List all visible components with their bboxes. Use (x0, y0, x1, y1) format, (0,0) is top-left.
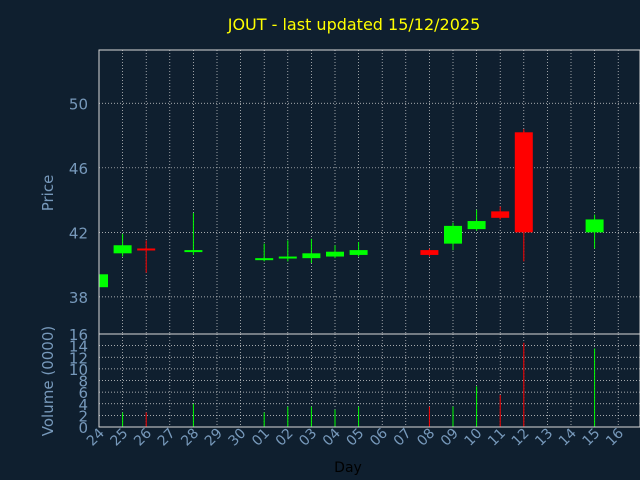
candle-body (113, 245, 132, 254)
chart-title: JOUT - last updated 15/12/2025 (227, 15, 481, 34)
candle-body (444, 225, 462, 244)
volume-tick-label: 16 (69, 326, 88, 344)
candle-body (255, 258, 274, 261)
price-tick-label: 42 (69, 224, 88, 242)
price-tick-label: 50 (69, 95, 88, 113)
price-grid (99, 50, 640, 334)
x-axis-label: Day (334, 460, 362, 476)
price-tick-label: 38 (69, 289, 88, 307)
candle-body (491, 211, 510, 218)
volume-tick-label: 6 (78, 384, 88, 402)
candle-body (184, 250, 203, 253)
candle-body (278, 256, 297, 259)
candle-body (302, 253, 321, 259)
price-tick-label: 46 (69, 160, 88, 178)
volume-tick-label: 12 (69, 349, 88, 367)
volume-panel-frame (98, 333, 640, 428)
candles (98, 129, 604, 288)
volume-tick-label: 8 (78, 373, 88, 391)
candle-body (326, 251, 344, 257)
volume-grid (99, 334, 640, 427)
candle-body (420, 250, 439, 255)
volume-tick-label: 4 (78, 396, 88, 414)
candle-body (99, 274, 108, 288)
candle-body (467, 221, 486, 230)
volume-bars (122, 342, 596, 427)
candle-body (514, 132, 533, 233)
volume-axis-label: Volume (0000) (39, 326, 57, 436)
volume-tick-label: 2 (78, 407, 88, 425)
x-ticks: 24 25 26 27 28 29 30 01 02 03 04 05 06 07 08 09 10 11 12 13… (84, 425, 627, 449)
candle-body (349, 250, 368, 255)
candle-body (585, 219, 604, 233)
price-y-ticks: 38 42 46 50 (69, 95, 88, 307)
volume-tick-label: 0 (78, 419, 88, 437)
price-axis-label: Price (39, 175, 57, 212)
candle-body (137, 248, 156, 251)
volume-tick-label: 10 (69, 361, 88, 379)
volume-tick-label: 14 (69, 338, 88, 356)
